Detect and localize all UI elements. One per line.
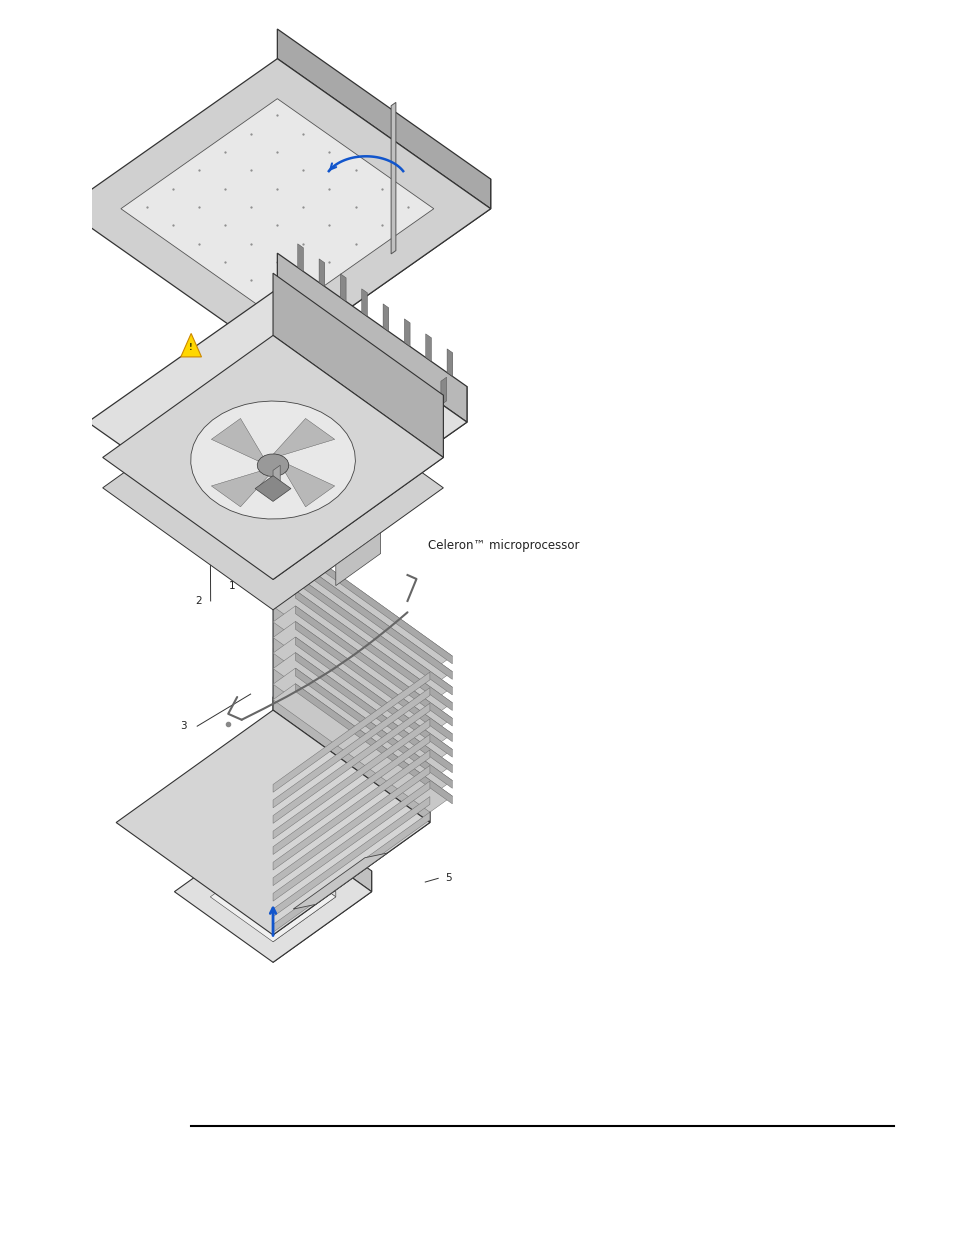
Text: 3: 3 xyxy=(180,721,187,731)
Polygon shape xyxy=(273,781,430,902)
Polygon shape xyxy=(103,336,443,579)
Polygon shape xyxy=(376,422,382,450)
Polygon shape xyxy=(273,555,430,823)
Text: 4: 4 xyxy=(155,805,162,815)
Polygon shape xyxy=(318,259,324,287)
Polygon shape xyxy=(383,304,389,331)
Polygon shape xyxy=(277,253,466,422)
Text: !: ! xyxy=(189,342,193,352)
Polygon shape xyxy=(273,652,452,781)
Polygon shape xyxy=(103,366,443,610)
Polygon shape xyxy=(273,559,452,688)
Polygon shape xyxy=(273,688,430,808)
Polygon shape xyxy=(404,319,410,347)
Polygon shape xyxy=(425,333,431,362)
Polygon shape xyxy=(361,289,367,316)
Polygon shape xyxy=(273,668,452,797)
Polygon shape xyxy=(212,466,277,506)
Polygon shape xyxy=(355,437,361,464)
Polygon shape xyxy=(273,606,452,735)
Polygon shape xyxy=(297,243,303,272)
Text: 6: 6 xyxy=(333,718,339,727)
Polygon shape xyxy=(183,760,362,888)
Polygon shape xyxy=(340,274,346,301)
Polygon shape xyxy=(292,482,297,510)
Polygon shape xyxy=(273,621,452,750)
Polygon shape xyxy=(273,766,430,885)
Polygon shape xyxy=(273,273,443,457)
Polygon shape xyxy=(385,784,398,809)
Polygon shape xyxy=(181,333,201,357)
Polygon shape xyxy=(295,684,452,804)
Polygon shape xyxy=(273,847,335,897)
Polygon shape xyxy=(273,793,407,920)
Polygon shape xyxy=(273,797,430,916)
Polygon shape xyxy=(293,853,387,909)
Polygon shape xyxy=(277,422,372,495)
Polygon shape xyxy=(277,179,490,358)
Polygon shape xyxy=(440,377,446,405)
Polygon shape xyxy=(295,848,309,873)
Polygon shape xyxy=(313,467,318,495)
Polygon shape xyxy=(273,697,407,824)
Polygon shape xyxy=(277,356,372,429)
Polygon shape xyxy=(295,621,452,741)
Polygon shape xyxy=(295,590,452,710)
Polygon shape xyxy=(116,710,430,935)
Polygon shape xyxy=(88,289,466,556)
Polygon shape xyxy=(277,459,335,506)
Text: 2: 2 xyxy=(195,597,202,606)
Polygon shape xyxy=(254,475,291,501)
Polygon shape xyxy=(273,637,452,766)
Polygon shape xyxy=(273,800,372,892)
Text: 5: 5 xyxy=(445,873,451,883)
Polygon shape xyxy=(277,30,490,209)
Polygon shape xyxy=(295,652,452,773)
Polygon shape xyxy=(121,99,434,319)
Polygon shape xyxy=(273,750,430,869)
Polygon shape xyxy=(273,719,430,839)
Polygon shape xyxy=(273,543,452,672)
Polygon shape xyxy=(273,672,430,793)
Polygon shape xyxy=(273,813,430,932)
Polygon shape xyxy=(64,59,490,358)
Polygon shape xyxy=(335,532,380,585)
Polygon shape xyxy=(273,590,452,719)
Polygon shape xyxy=(273,735,430,855)
Text: 1: 1 xyxy=(229,580,235,590)
Polygon shape xyxy=(295,637,452,757)
Polygon shape xyxy=(295,668,452,788)
Polygon shape xyxy=(295,559,452,679)
Polygon shape xyxy=(273,466,280,494)
Polygon shape xyxy=(334,452,339,480)
Polygon shape xyxy=(273,395,443,579)
Polygon shape xyxy=(273,703,430,824)
Polygon shape xyxy=(273,892,335,942)
Polygon shape xyxy=(212,419,269,466)
Polygon shape xyxy=(273,684,452,813)
Polygon shape xyxy=(273,667,430,935)
Polygon shape xyxy=(138,727,407,920)
Polygon shape xyxy=(174,821,372,962)
Polygon shape xyxy=(273,574,452,703)
Polygon shape xyxy=(419,393,425,420)
Polygon shape xyxy=(277,387,466,556)
Polygon shape xyxy=(191,401,355,519)
Polygon shape xyxy=(182,362,372,495)
Polygon shape xyxy=(397,408,403,435)
Polygon shape xyxy=(295,543,452,663)
Polygon shape xyxy=(269,419,335,459)
Polygon shape xyxy=(447,348,453,377)
Polygon shape xyxy=(295,606,452,726)
Polygon shape xyxy=(257,454,289,477)
Text: Celeron™ microprocessor: Celeron™ microprocessor xyxy=(428,540,579,552)
Polygon shape xyxy=(340,816,354,841)
Polygon shape xyxy=(273,871,372,962)
Polygon shape xyxy=(391,103,395,254)
Polygon shape xyxy=(210,852,335,942)
Polygon shape xyxy=(295,574,452,695)
